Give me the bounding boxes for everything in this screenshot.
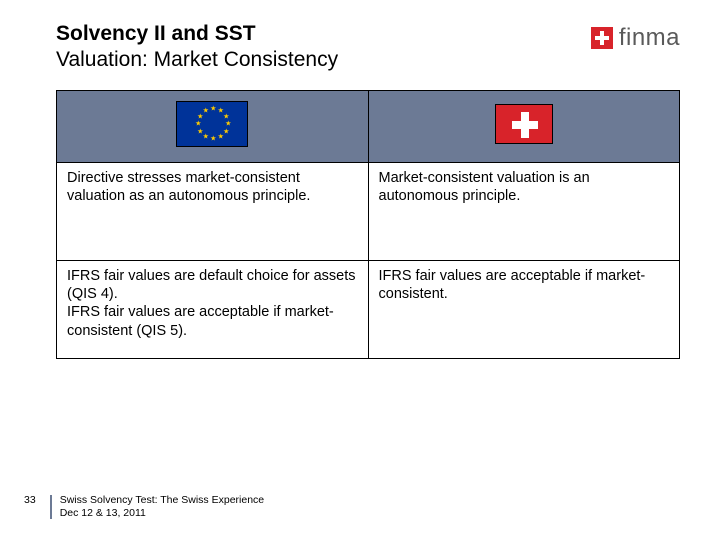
title-block: Solvency II and SST Valuation: Market Co… xyxy=(56,22,338,72)
page-title: Solvency II and SST xyxy=(56,22,338,46)
swiss-flag-icon xyxy=(495,104,553,144)
table-row: IFRS fair values are default choice for … xyxy=(57,261,680,359)
table-row: Directive stresses market-consistent val… xyxy=(57,163,680,261)
footer-line1: Swiss Solvency Test: The Swiss Experienc… xyxy=(60,494,264,507)
ch-cell-2: IFRS fair values are acceptable if marke… xyxy=(368,261,680,359)
ch-flag-cell xyxy=(368,91,680,163)
flag-row: ★★★★★★★★★★★★ xyxy=(57,91,680,163)
comparison-table: ★★★★★★★★★★★★ Directive stresses market-c… xyxy=(56,90,680,359)
page-subtitle: Valuation: Market Consistency xyxy=(56,48,338,72)
page-number: 33 xyxy=(24,494,42,506)
eu-cell-2: IFRS fair values are default choice for … xyxy=(57,261,369,359)
slide: Solvency II and SST Valuation: Market Co… xyxy=(0,0,720,540)
header: Solvency II and SST Valuation: Market Co… xyxy=(56,22,680,72)
logo-text: finma xyxy=(619,24,680,52)
footer-line2: Dec 12 & 13, 2011 xyxy=(60,507,264,520)
finma-logo: finma xyxy=(591,24,680,52)
eu-flag-cell: ★★★★★★★★★★★★ xyxy=(57,91,369,163)
eu-cell-1: Directive stresses market-consistent val… xyxy=(57,163,369,261)
swiss-cross-icon xyxy=(591,27,613,49)
ch-cell-1: Market-consistent valuation is an autono… xyxy=(368,163,680,261)
eu-flag-icon: ★★★★★★★★★★★★ xyxy=(176,101,248,147)
footer-divider xyxy=(50,495,52,519)
footer: 33 Swiss Solvency Test: The Swiss Experi… xyxy=(24,494,264,520)
footer-text: Swiss Solvency Test: The Swiss Experienc… xyxy=(60,494,264,520)
